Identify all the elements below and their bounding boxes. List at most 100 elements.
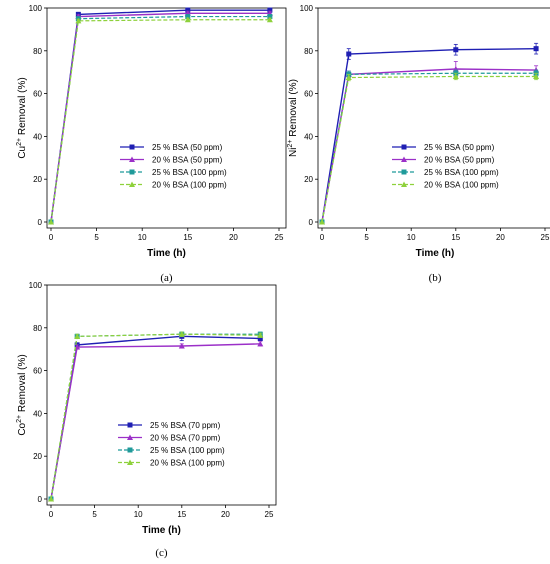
x-tick-label: 25: [265, 510, 274, 519]
panel-2: 0 20 40 60 80 100 0 5 10 15 20 25 Time (h) Ni2+ Remov…: [287, 4, 550, 284]
series-line: [50, 15, 270, 223]
x-tick-label: 20: [229, 233, 238, 242]
y-tick-label: 60: [304, 90, 313, 99]
y-axis-title-rest: Removal (%): [17, 354, 28, 415]
x-axis-title: Time (h): [142, 525, 181, 536]
data-point: [48, 496, 54, 502]
y-tick-label: 40: [33, 409, 42, 418]
panel-1: 0 20 40 60 80 100 0 5 10 15 20 25 Time (h) Cu2+ Remov…: [16, 4, 287, 284]
x-tick-label: 0: [49, 510, 54, 519]
legend-swatch-marker: [127, 459, 133, 465]
x-tick-label: 0: [320, 233, 325, 242]
y-tick-label: 20: [33, 175, 42, 184]
y-axis-title: Co2+ Removal (%): [16, 354, 28, 435]
legend-label: 20 % BSA (50 ppm): [152, 156, 223, 165]
y-tick-label: 100: [29, 4, 43, 13]
legend-label: 25 % BSA (100 ppm): [424, 168, 499, 177]
x-tick-label: 20: [221, 510, 230, 519]
y-tick-label: 60: [33, 367, 42, 376]
legend-label: 20 % BSA (100 ppm): [150, 459, 225, 468]
y-tick-label: 40: [304, 132, 313, 141]
plot-frame: [46, 7, 287, 229]
data-point: [267, 14, 273, 20]
legend-swatch-marker: [129, 181, 135, 187]
legend-label: 25 % BSA (70 ppm): [150, 421, 221, 430]
series-line: [50, 335, 261, 500]
y-tick-label: 0: [38, 218, 43, 227]
data-point: [257, 336, 263, 341]
x-tick-label: 0: [49, 233, 54, 242]
y-axis-title-ion: Co: [17, 422, 28, 435]
series-line: [50, 343, 261, 500]
legend-label: 25 % BSA (100 ppm): [152, 168, 227, 177]
data-point: [185, 14, 191, 20]
x-tick-label: 25: [541, 233, 550, 242]
data-point: [346, 51, 352, 57]
data-point: [453, 47, 459, 53]
x-tick-label: 15: [451, 233, 460, 242]
series-4: [48, 331, 264, 502]
legend: 25 % BSA (50 ppm) 20 % BSA (50 ppm) 25 % B…: [392, 143, 499, 190]
data-point: [75, 17, 82, 24]
plot-frame: [46, 284, 277, 506]
x-tick-label: 5: [94, 233, 99, 242]
y-tick-label: 0: [38, 495, 43, 504]
data-point: [178, 342, 185, 349]
legend-swatch-marker: [401, 144, 407, 150]
y-axis-title-rest: Removal (%): [288, 79, 299, 140]
legend-swatch-marker: [401, 156, 407, 162]
y-tick-label: 80: [33, 47, 42, 56]
series-line: [50, 333, 261, 500]
series-line: [321, 47, 537, 223]
x-tick-label: 5: [364, 233, 369, 242]
x-tick-label: 15: [177, 510, 186, 519]
series-line: [50, 333, 261, 500]
y-tick-label: 0: [309, 218, 314, 227]
y-tick-label: 80: [304, 47, 313, 56]
data-point: [178, 331, 185, 337]
legend-swatch-marker: [129, 169, 135, 175]
y-tick-label: 20: [304, 175, 313, 184]
legend-swatch-marker: [127, 447, 133, 453]
legend-label: 25 % BSA (50 ppm): [424, 143, 495, 152]
series-1: [48, 331, 263, 502]
series-4: [319, 72, 540, 225]
y-tick-label: 20: [33, 452, 42, 461]
y-tick-label: 100: [300, 4, 314, 13]
plot-frame: [317, 7, 550, 229]
y-tick-label: 80: [33, 324, 42, 333]
series-2: [48, 10, 273, 225]
series-line: [50, 12, 270, 223]
y-axis-title-ion: Ni: [288, 148, 299, 157]
y-tick-label: 40: [33, 132, 42, 141]
legend: 25 % BSA (50 ppm) 20 % BSA (50 ppm) 25 % B…: [120, 143, 227, 190]
x-axis-title: Time (h): [416, 248, 455, 259]
y-axis-title-ion: Cu: [17, 146, 28, 159]
y-axis-title: Cu2+ Removal (%): [16, 77, 28, 158]
series-line: [321, 75, 537, 223]
legend-swatch-marker: [127, 434, 133, 440]
data-point: [452, 73, 459, 79]
series-4: [48, 16, 273, 225]
x-tick-label: 10: [134, 510, 143, 519]
data-point: [257, 332, 264, 338]
y-axis-title-rest: Removal (%): [17, 77, 28, 138]
data-point: [267, 7, 273, 13]
x-tick-label: 5: [92, 510, 97, 519]
legend-swatch-marker: [129, 144, 135, 150]
y-axis-title-charge: 2+: [287, 140, 294, 148]
x-tick-label: 20: [496, 233, 505, 242]
data-point: [266, 16, 273, 23]
legend-label: 20 % BSA (50 ppm): [424, 156, 495, 165]
series-3: [48, 14, 273, 225]
data-point: [319, 219, 325, 225]
legend-label: 25 % BSA (50 ppm): [152, 143, 223, 152]
x-tick-label: 10: [407, 233, 416, 242]
series-line: [50, 19, 270, 223]
panel-caption: (b): [429, 272, 442, 284]
data-point: [533, 46, 539, 52]
panel-caption: (a): [160, 272, 173, 284]
data-point: [48, 219, 54, 225]
y-axis-title-charge: 2+: [16, 138, 23, 146]
y-tick-label: 100: [29, 281, 43, 290]
